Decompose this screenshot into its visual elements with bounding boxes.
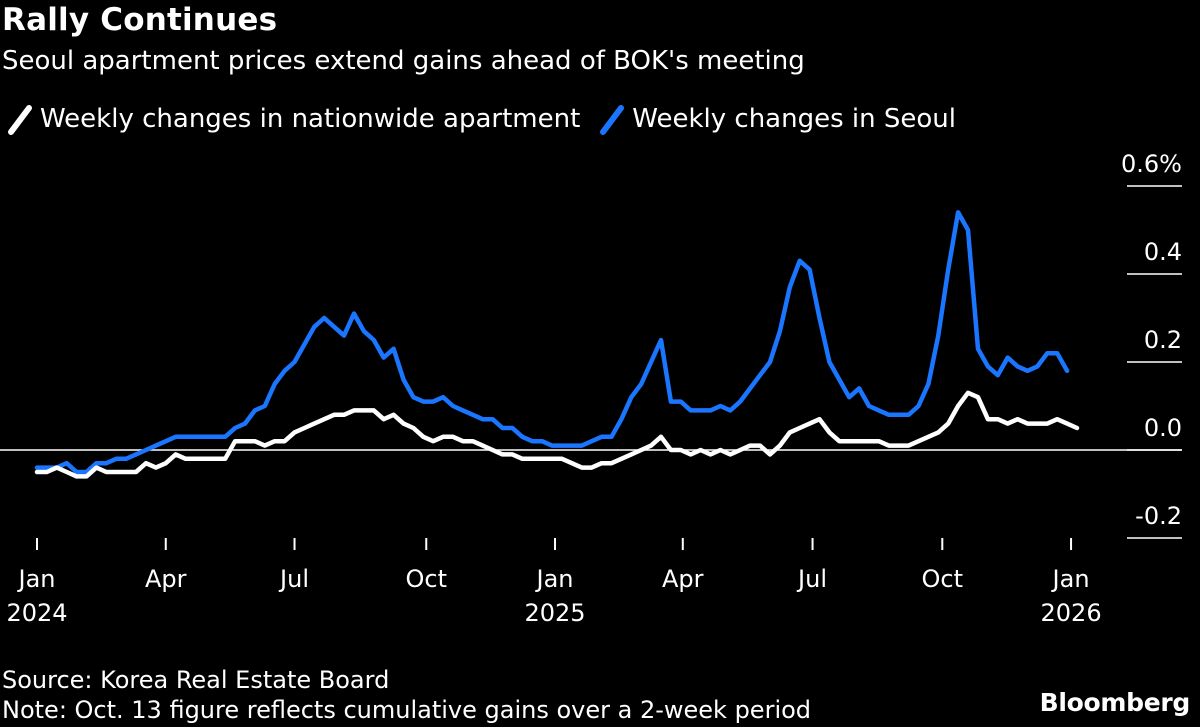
legend-swatch-blue	[600, 105, 625, 135]
series-layer	[34, 210, 1080, 479]
x-tick-year-label: 2026	[1041, 599, 1102, 627]
series-line	[34, 390, 1080, 479]
x-axis: Jan 2024 Apr Jul Oct Jan 2025 Apr Jul Oct Jan 2026	[6, 538, 1102, 627]
legend: Weekly changes in nationwide apartment W…	[8, 102, 976, 136]
legend-label-seoul: Weekly changes in Seoul	[632, 104, 956, 134]
chart-title: Rally Continues	[2, 2, 278, 38]
x-tick-year-label: 2025	[524, 599, 585, 627]
x-tick-year-label: 2024	[6, 599, 67, 627]
source-note: Source: Korea Real Estate Board	[2, 666, 390, 694]
x-tick-label: Jan	[1051, 565, 1090, 593]
y-axis: 0.6% 0.4 0.2 0.0 -0.2	[0, 150, 1182, 539]
y-tick-label: 0.0	[1144, 414, 1182, 442]
x-tick-label: Jul	[278, 565, 309, 593]
series-line	[34, 210, 1070, 475]
x-tick-label: Oct	[406, 565, 448, 593]
y-tick-label: 0.2	[1144, 326, 1182, 354]
legend-label-nationwide: Weekly changes in nationwide apartment	[40, 104, 581, 134]
legend-item-seoul: Weekly changes in Seoul	[600, 102, 956, 136]
legend-item-nationwide: Weekly changes in nationwide apartment	[8, 102, 580, 136]
chart-subtitle: Seoul apartment prices extend gains ahea…	[2, 46, 805, 76]
x-tick-label: Jan	[17, 565, 56, 593]
x-tick-label: Apr	[662, 565, 704, 593]
series-nationwide	[34, 390, 1080, 479]
x-tick-label: Jan	[535, 565, 574, 593]
y-tick-label: 0.6%	[1121, 150, 1182, 178]
x-tick-label: Jul	[796, 565, 827, 593]
y-tick-label: 0.4	[1144, 238, 1182, 266]
series-seoul	[34, 210, 1070, 475]
legend-swatch-white	[8, 105, 32, 135]
x-tick-label: Apr	[145, 565, 187, 593]
x-tick-label: Oct	[922, 565, 964, 593]
footnote: Note: Oct. 13 figure reflects cumulative…	[2, 696, 812, 724]
y-tick-label: -0.2	[1135, 502, 1182, 530]
bloomberg-logo: Bloomberg	[1039, 688, 1191, 717]
